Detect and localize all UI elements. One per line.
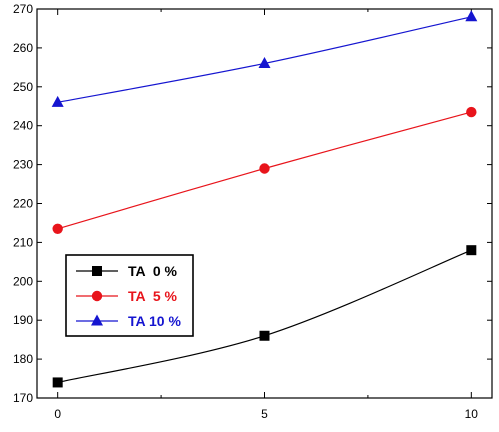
series-1 — [52, 245, 477, 388]
legend-item: TA 10 % — [76, 313, 181, 329]
y-tick-label: 190 — [13, 313, 33, 327]
x-tick-label: 10 — [465, 407, 479, 421]
data-point — [51, 95, 64, 107]
y-tick-label: 250 — [13, 80, 33, 94]
series-2 — [52, 106, 477, 234]
legend-marker — [92, 266, 102, 276]
x-tick-label: 5 — [261, 407, 268, 421]
y-tick-label: 240 — [13, 119, 33, 133]
y-tick-label: 260 — [13, 41, 33, 55]
y-axis: 170 180 190 200 210 220 230 240 250 260 270 — [13, 2, 492, 405]
data-point — [258, 56, 271, 68]
legend-label: TA 0 % — [128, 263, 178, 279]
series-3 — [51, 10, 478, 107]
data-point — [52, 377, 63, 388]
data-point — [465, 10, 478, 22]
legend-marker — [91, 290, 103, 302]
legend: TA 0 % TA 5 % TA 10 % — [65, 254, 194, 337]
x-axis: 0 5 10 — [54, 9, 478, 421]
legend-item: TA 5 % — [76, 288, 178, 304]
y-tick-label: 210 — [13, 235, 33, 249]
legend-marker — [91, 314, 103, 326]
y-tick-label: 170 — [13, 391, 33, 405]
legend-label: TA 5 % — [128, 288, 178, 304]
data-point — [52, 223, 63, 234]
series-layer — [51, 10, 478, 388]
data-point — [259, 163, 270, 174]
data-point — [466, 106, 477, 118]
y-tick-label: 180 — [13, 352, 33, 366]
y-tick-label: 200 — [13, 274, 33, 288]
legend-label: TA 10 % — [128, 313, 181, 329]
legend-item: TA 0 % — [76, 263, 178, 279]
y-tick-label: 270 — [13, 2, 33, 16]
y-tick-label: 220 — [13, 197, 33, 211]
data-point — [466, 245, 477, 256]
x-tick-label: 0 — [54, 407, 61, 421]
data-point — [259, 330, 270, 341]
y-tick-label: 230 — [13, 158, 33, 172]
